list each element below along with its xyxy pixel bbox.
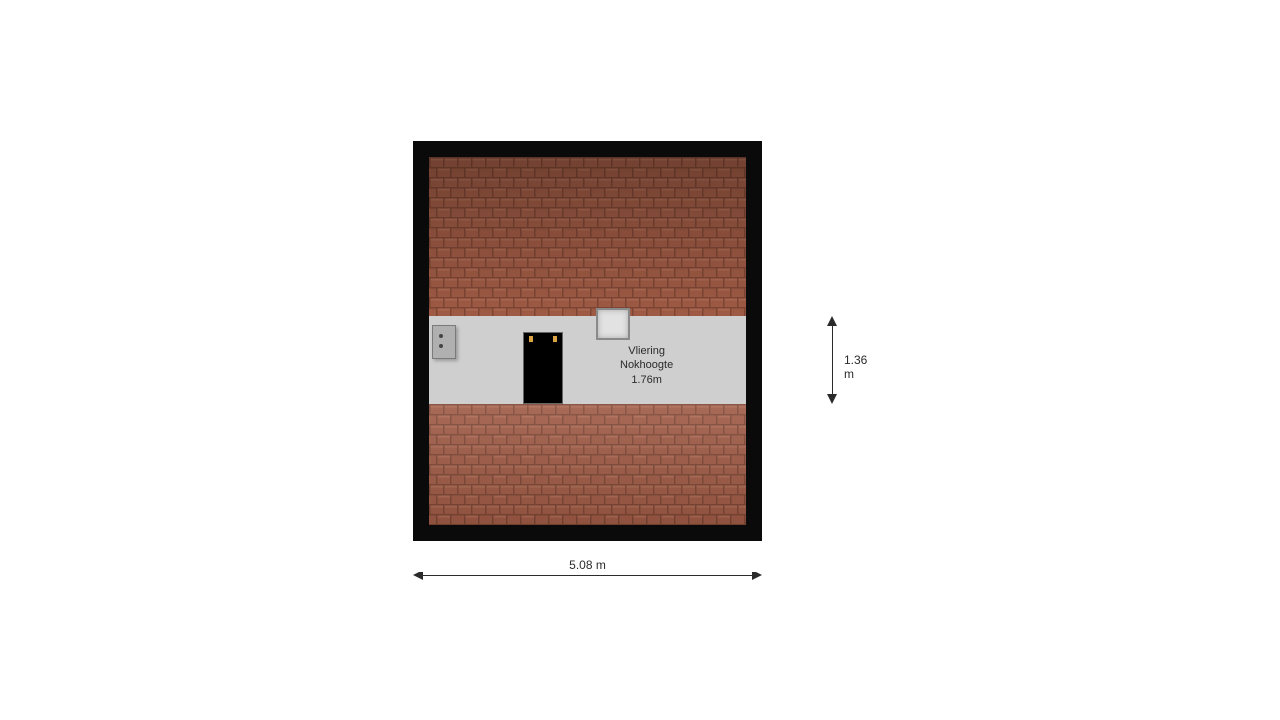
roof-lower	[429, 404, 746, 525]
arrow-up-icon	[827, 316, 837, 326]
loft-floor	[429, 316, 746, 404]
room-name: Vliering	[620, 344, 673, 358]
utility-box	[432, 325, 456, 359]
room-label: Vliering Nokhoogte 1.76m	[620, 344, 673, 387]
dimension-width-value: 5.08 m	[413, 558, 762, 572]
hatch-opening	[523, 332, 563, 404]
skylight	[596, 308, 630, 340]
dimension-loft-height-value: 1.36 m	[844, 353, 867, 381]
arrow-down-icon	[827, 394, 837, 404]
room-height: 1.76m	[620, 373, 673, 387]
floorplan-stage: Vliering Nokhoogte 1.76m 5.08 m 1.36 m	[0, 0, 1280, 720]
room-subtitle: Nokhoogte	[620, 358, 673, 372]
roof-upper	[429, 157, 746, 316]
